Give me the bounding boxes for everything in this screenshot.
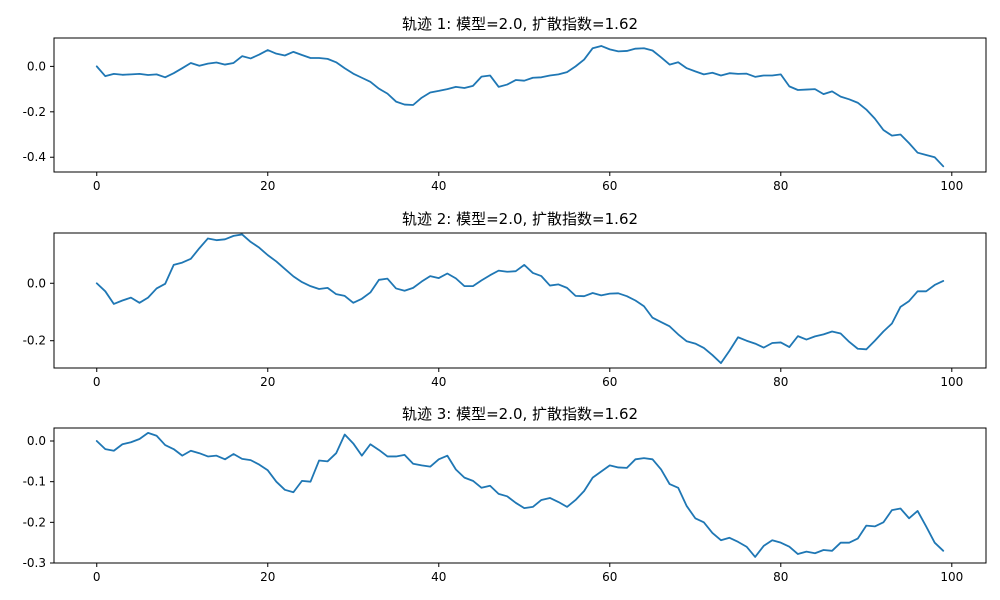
subplot-3-plot: 0 20 40 60 80 100 0.0 -0.1 -0.2 -0.3 (23, 427, 987, 584)
subplot-3-y-tick-label: 0.0 (27, 434, 46, 448)
subplot-2-x-tick-label: 100 (940, 375, 963, 389)
subplot-3-y-tick-label: -0.2 (23, 515, 46, 529)
subplot-2-x-tick-label: 60 (602, 375, 617, 389)
subplot-2-x-tick-label: 0 (93, 375, 101, 389)
subplot-2: 轨迹 2: 模型=2.0, 扩散指数=1.62 0 20 40 60 80 100 0.0 -… (23, 210, 987, 389)
subplot-1-x-tick-label: 0 (93, 179, 101, 193)
subplot-3: 轨迹 3: 模型=2.0, 扩散指数=1.62 0 20 40 60 80 100 0.0 -… (23, 405, 987, 584)
subplot-1-x-tick-label: 40 (431, 179, 446, 193)
subplot-1-title: 轨迹 1: 模型=2.0, 扩散指数=1.62 (402, 15, 638, 33)
subplot-1-y-tick-label: -0.4 (23, 150, 46, 164)
subplot-2-axes-frame (53, 232, 987, 369)
subplot-1-y-tick-label: 0.0 (27, 59, 46, 73)
subplot-2-title: 轨迹 2: 模型=2.0, 扩散指数=1.62 (402, 210, 638, 228)
subplot-2-x-tick-label: 80 (773, 375, 788, 389)
subplot-2-series-line-1 (95, 233, 945, 365)
subplot-2-x-tick-label: 20 (260, 375, 275, 389)
subplot-3-x-tick-label: 0 (93, 570, 101, 584)
subplot-3-series-line-1 (95, 431, 945, 558)
subplot-1-plot: 0 20 40 60 80 100 0.0 -0.2 -0.4 (23, 37, 987, 193)
subplot-2-y-tick-label: 0.0 (27, 276, 46, 290)
subplot-1-x-tick-label: 100 (940, 179, 963, 193)
subplot-1-series-line-1 (95, 45, 945, 168)
subplot-1-axes-frame (53, 37, 987, 173)
subplot-1-y-tick-label: -0.2 (23, 105, 46, 119)
subplot-1-x-tick-label: 60 (602, 179, 617, 193)
subplot-3-x-tick-label: 40 (431, 570, 446, 584)
subplot-3-x-tick-label: 100 (940, 570, 963, 584)
subplot-3-axes-frame (53, 427, 987, 564)
subplot-3-x-tick-label: 80 (773, 570, 788, 584)
subplot-2-plot: 0 20 40 60 80 100 0.0 -0.2 (23, 232, 987, 389)
subplot-1-x-tick-label: 80 (773, 179, 788, 193)
subplot-3-x-tick-label: 60 (602, 570, 617, 584)
subplot-2-x-tick-label: 40 (431, 375, 446, 389)
subplot-2-y-tick-label: -0.2 (23, 334, 46, 348)
subplot-3-x-tick-label: 20 (260, 570, 275, 584)
subplot-1-x-tick-label: 20 (260, 179, 275, 193)
subplot-3-y-tick-label: -0.1 (23, 475, 46, 489)
subplot-3-y-tick-label: -0.3 (23, 556, 46, 570)
subplot-1: 轨迹 1: 模型=2.0, 扩散指数=1.62 0 20 40 60 80 100 0.0 -… (23, 15, 987, 193)
subplot-3-title: 轨迹 3: 模型=2.0, 扩散指数=1.62 (402, 405, 638, 423)
